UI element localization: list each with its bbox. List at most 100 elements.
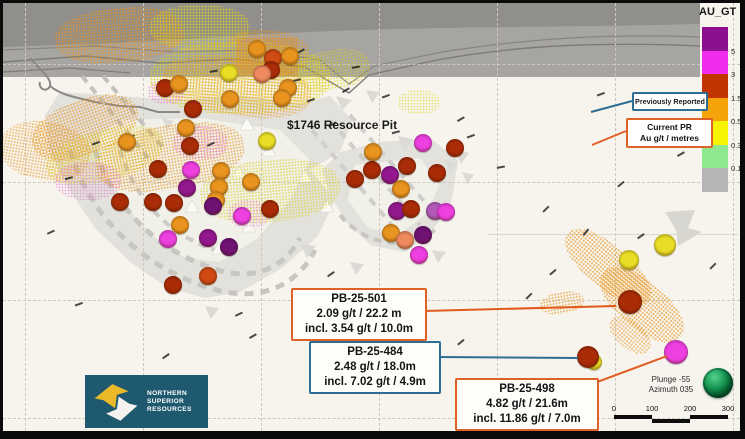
drill-intercept	[346, 170, 364, 188]
legend-current-pr-line2: Au g/t / metres	[639, 133, 700, 144]
plunge-value: Plunge -55	[651, 375, 691, 384]
drill-intercept	[446, 139, 464, 157]
drill-intercept	[258, 132, 276, 150]
grid-line-vertical	[25, 3, 26, 431]
drill-intercept	[181, 137, 199, 155]
drill-intercept	[654, 234, 676, 256]
drill-intercept	[363, 161, 381, 179]
drill-intercept	[156, 79, 174, 97]
scale-tick-label: 300	[721, 404, 735, 413]
drill-intercept	[118, 133, 136, 151]
grid-line-vertical	[733, 3, 734, 431]
drill-intercept	[199, 267, 217, 285]
drill-intercept	[144, 193, 162, 211]
tile-seam	[488, 234, 738, 235]
drill-intercept	[273, 89, 291, 107]
logo-line: NORTHERN	[147, 390, 188, 397]
legend-color-segment	[702, 168, 728, 192]
drill-intercept	[281, 47, 299, 65]
drill-intercept	[402, 200, 420, 218]
legend-current-pr-line1: Current PR	[647, 122, 692, 132]
drill-intercept	[184, 100, 202, 118]
legend-color-segment	[702, 74, 728, 98]
drill-intercept	[159, 230, 177, 248]
drill-intercept	[618, 290, 642, 314]
legend-color-segment	[702, 97, 728, 121]
mineralization-patch	[55, 162, 121, 200]
drill-intercept	[165, 194, 183, 212]
assay-line: 2.48 g/t / 18.0m	[334, 360, 416, 373]
assay-line: 4.82 g/t / 21.6m	[486, 397, 568, 410]
drill-intercept	[220, 238, 238, 256]
drill-intercept	[664, 340, 688, 364]
callout-pb-25-498: PB-25-498 4.82 g/t / 21.6m incl. 11.86 g…	[455, 378, 599, 431]
scale-segment	[652, 419, 690, 423]
hole-id: PB-25-484	[347, 346, 403, 358]
drill-intercept	[182, 161, 200, 179]
drill-intercept	[619, 250, 639, 270]
mineralization-patch	[398, 90, 440, 114]
scale-segment	[690, 415, 728, 419]
legend-previously-reported: Previously Reported	[632, 92, 708, 111]
resource-pit-label: $1746 Resource Pit	[287, 118, 398, 132]
assay-line: incl. 11.86 g/t / 7.0m	[473, 412, 581, 425]
logo-wordmark: NORTHERN SUPERIOR RESOURCES	[147, 390, 192, 413]
drill-intercept	[381, 166, 399, 184]
drill-intercept	[364, 143, 382, 161]
orientation-sphere-icon	[703, 368, 733, 398]
drill-intercept	[149, 160, 167, 178]
drill-intercept	[428, 164, 446, 182]
drill-intercept	[382, 224, 400, 242]
grid-line-vertical	[497, 3, 498, 431]
frame-border	[0, 431, 745, 439]
drill-intercept	[164, 276, 182, 294]
scale-tick-label: 0	[611, 404, 617, 413]
callout-pb-25-484: PB-25-484 2.48 g/t / 18.0m incl. 7.02 g/…	[309, 341, 441, 394]
legend-tick-label: 0.5	[731, 117, 742, 126]
legend-tick-label: 5	[731, 46, 736, 56]
drill-intercept	[221, 90, 239, 108]
drill-intercept	[204, 197, 222, 215]
scale-tick-label: 100	[645, 404, 659, 413]
grid-line-vertical	[379, 3, 380, 431]
facet-arrow	[665, 210, 702, 246]
grid-line-horizontal	[3, 182, 740, 183]
scale-segment	[614, 415, 652, 419]
company-logo: NORTHERN SUPERIOR RESOURCES	[85, 375, 208, 428]
legend-current-pr: Current PR Au g/t / metres	[626, 118, 713, 149]
drill-intercept	[388, 202, 406, 220]
legend-tick-label: 0.1	[731, 164, 742, 173]
legend-color-segment	[702, 144, 728, 168]
hole-id: PB-25-498	[499, 383, 555, 395]
azimuth-value: Azimuth 035	[648, 385, 694, 394]
drill-intercept	[437, 203, 455, 221]
callout-pb-25-501: PB-25-501 2.09 g/t / 22.2 m incl. 3.54 g…	[291, 288, 427, 341]
assay-line: incl. 7.02 g/t / 4.9m	[324, 375, 426, 388]
legend-title: AU_GT	[699, 6, 737, 18]
drill-intercept	[410, 246, 428, 264]
drill-intercept	[261, 200, 279, 218]
grid-line-horizontal	[3, 64, 740, 65]
frame-border	[740, 0, 745, 439]
legend-color-segment	[702, 50, 728, 74]
assay-line: 2.09 g/t / 22.2 m	[316, 307, 402, 320]
grid-line-vertical	[143, 3, 144, 431]
drill-intercept	[212, 162, 230, 180]
drill-intercept	[398, 157, 416, 175]
drill-intercept	[233, 207, 251, 225]
drill-intercept	[392, 180, 410, 198]
legend-color-segment	[702, 27, 728, 51]
frame-border	[0, 0, 3, 439]
drill-intercept	[199, 229, 217, 247]
logo-chevrons-icon	[94, 384, 138, 421]
grid-line-vertical	[615, 3, 616, 431]
drill-intercept	[242, 173, 260, 191]
drill-intercept	[414, 134, 432, 152]
drill-intercept	[396, 231, 414, 249]
logo-line: RESOURCES	[147, 405, 192, 413]
